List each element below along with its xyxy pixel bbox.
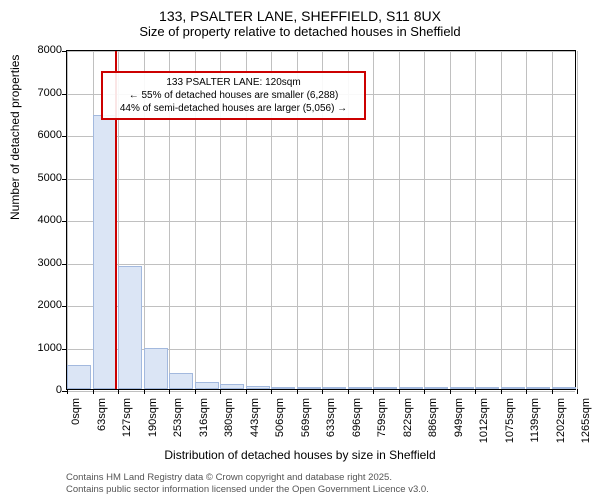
y-tick-label: 3000: [22, 257, 62, 269]
x-tick-label: 63sqm: [96, 398, 108, 431]
gridline-vertical: [552, 51, 553, 389]
x-tick-label: 127sqm: [121, 398, 133, 437]
x-tick: [297, 389, 298, 394]
histogram-bar: [450, 387, 474, 389]
x-tick: [144, 389, 145, 394]
chart-title-line2: Size of property relative to detached ho…: [0, 24, 600, 45]
histogram-bar: [118, 266, 142, 389]
histogram-bar: [475, 387, 499, 389]
x-tick: [93, 389, 94, 394]
histogram-bar: [297, 387, 321, 389]
histogram-bar: [373, 387, 397, 389]
histogram-bar: [526, 387, 550, 389]
gridline-vertical: [501, 51, 502, 389]
histogram-bar: [195, 382, 219, 389]
footer-attribution: Contains HM Land Registry data © Crown c…: [66, 472, 429, 496]
histogram-bar: [399, 387, 423, 389]
chart-title-line1: 133, PSALTER LANE, SHEFFIELD, S11 8UX: [0, 0, 600, 24]
histogram-bar: [169, 373, 193, 389]
x-tick: [526, 389, 527, 394]
x-tick-label: 506sqm: [274, 398, 286, 437]
histogram-bar: [93, 115, 117, 389]
y-tick-label: 5000: [22, 172, 62, 184]
y-axis-label: Number of detached properties: [8, 55, 22, 220]
x-tick-label: 1202sqm: [555, 398, 567, 443]
x-tick: [501, 389, 502, 394]
gridline-vertical: [475, 51, 476, 389]
footer-line2: Contains public sector information licen…: [66, 484, 429, 496]
y-tick-label: 7000: [22, 87, 62, 99]
x-tick-label: 380sqm: [223, 398, 235, 437]
y-tick-label: 1000: [22, 342, 62, 354]
gridline-vertical: [450, 51, 451, 389]
x-tick-label: 1075sqm: [504, 398, 516, 443]
y-tick-label: 8000: [22, 44, 62, 56]
x-tick-label: 569sqm: [300, 398, 312, 437]
x-tick: [118, 389, 119, 394]
x-tick: [169, 389, 170, 394]
x-tick-label: 253sqm: [172, 398, 184, 437]
x-tick: [348, 389, 349, 394]
annotation-line1: 133 PSALTER LANE: 120sqm: [109, 76, 358, 89]
y-tick-label: 0: [22, 384, 62, 396]
x-tick: [475, 389, 476, 394]
x-tick: [271, 389, 272, 394]
histogram-bar: [322, 387, 346, 389]
x-tick: [322, 389, 323, 394]
x-tick-label: 1012sqm: [478, 398, 490, 443]
x-tick: [246, 389, 247, 394]
x-tick-label: 0sqm: [70, 398, 82, 425]
x-tick: [424, 389, 425, 394]
x-tick: [450, 389, 451, 394]
x-tick-label: 822sqm: [402, 398, 414, 437]
x-tick: [67, 389, 68, 394]
y-tick-label: 6000: [22, 129, 62, 141]
histogram-bar: [144, 348, 168, 389]
x-tick-label: 886sqm: [427, 398, 439, 437]
histogram-bar: [220, 384, 244, 389]
x-tick-label: 1265sqm: [580, 398, 592, 443]
gridline-vertical: [526, 51, 527, 389]
histogram-bar: [67, 365, 91, 389]
x-tick-label: 633sqm: [325, 398, 337, 437]
gridline-vertical: [577, 51, 578, 389]
chart-plot-area: 133 PSALTER LANE: 120sqm ← 55% of detach…: [66, 50, 576, 390]
annotation-line2: ← 55% of detached houses are smaller (6,…: [109, 89, 358, 102]
annotation-line3: 44% of semi-detached houses are larger (…: [109, 102, 358, 115]
annotation-box: 133 PSALTER LANE: 120sqm ← 55% of detach…: [101, 71, 366, 120]
x-tick-label: 316sqm: [198, 398, 210, 437]
histogram-bar: [424, 387, 448, 389]
x-tick: [373, 389, 374, 394]
histogram-bar: [348, 387, 372, 389]
gridline-vertical: [399, 51, 400, 389]
histogram-bar: [501, 387, 525, 389]
x-tick: [577, 389, 578, 394]
x-tick-label: 443sqm: [249, 398, 261, 437]
x-tick: [195, 389, 196, 394]
x-tick-label: 759sqm: [376, 398, 388, 437]
footer-line1: Contains HM Land Registry data © Crown c…: [66, 472, 429, 484]
x-tick-label: 190sqm: [147, 398, 159, 437]
gridline-vertical: [424, 51, 425, 389]
x-tick: [399, 389, 400, 394]
gridline-vertical: [373, 51, 374, 389]
gridline-vertical: [67, 51, 68, 389]
x-tick: [552, 389, 553, 394]
x-tick-label: 949sqm: [453, 398, 465, 437]
x-tick: [220, 389, 221, 394]
x-axis-label: Distribution of detached houses by size …: [0, 448, 600, 462]
x-tick-label: 1139sqm: [529, 398, 541, 442]
x-tick-label: 696sqm: [351, 398, 363, 437]
histogram-bar: [246, 386, 270, 389]
y-tick-label: 2000: [22, 299, 62, 311]
histogram-bar: [271, 387, 295, 389]
y-tick-label: 4000: [22, 214, 62, 226]
histogram-bar: [552, 387, 576, 389]
